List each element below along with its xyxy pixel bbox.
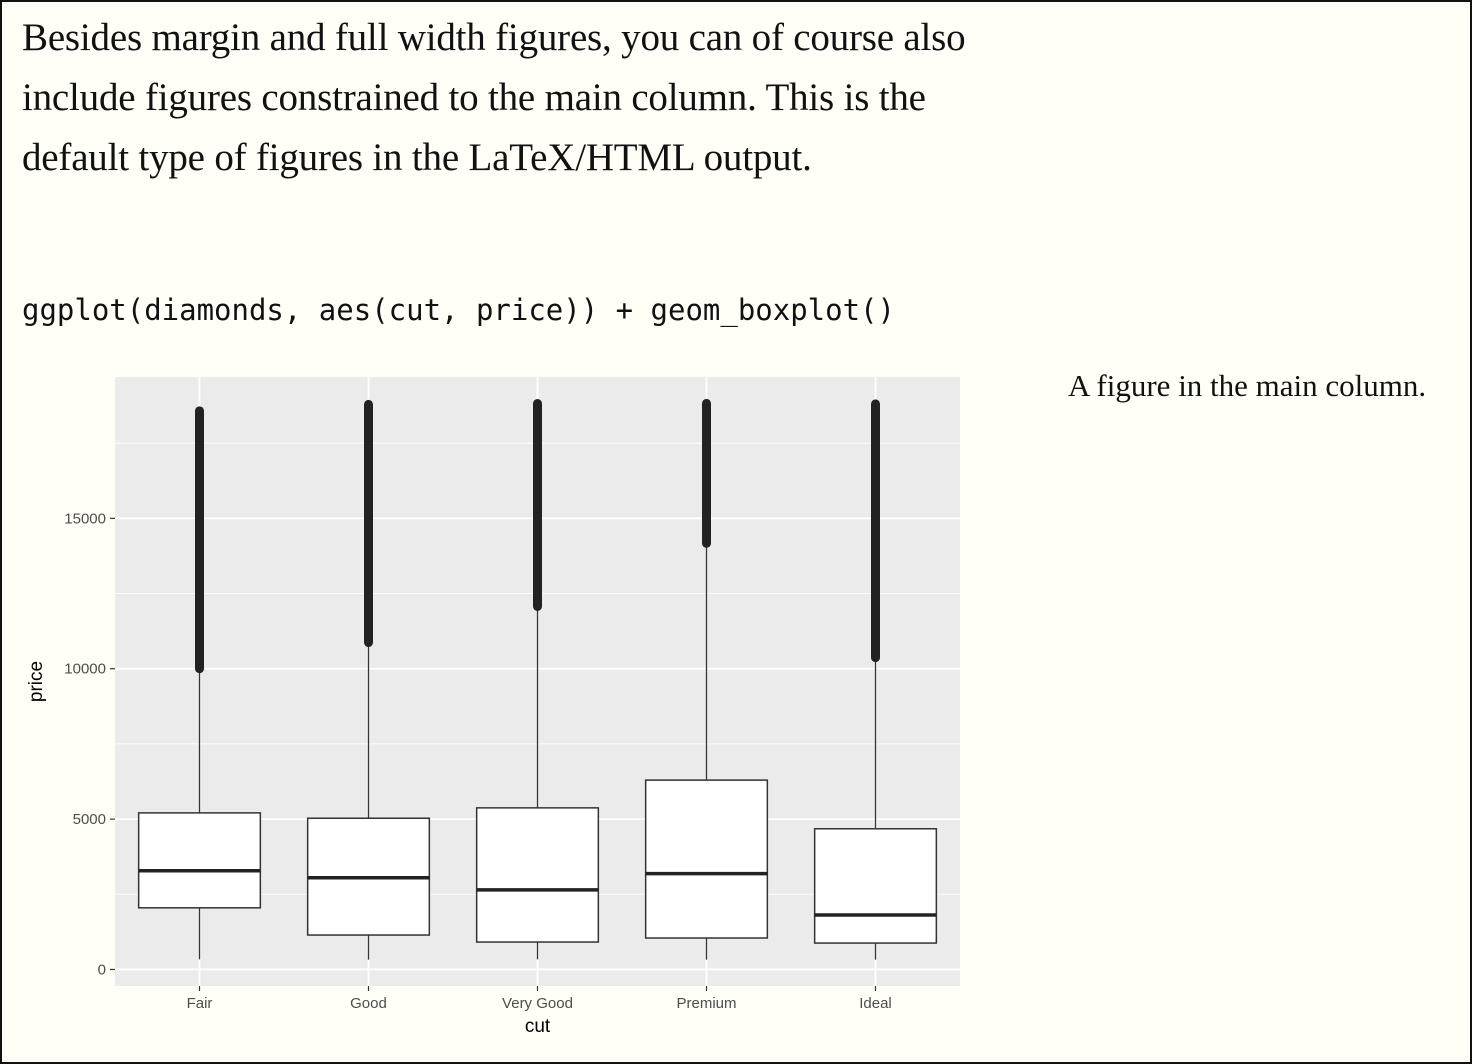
box-group — [137, 406, 262, 960]
boxes — [137, 398, 938, 960]
box-group — [813, 399, 938, 960]
y-tick-label: 10000 — [64, 661, 106, 678]
y-tick-label: 0 — [98, 961, 106, 978]
box — [475, 807, 600, 943]
x-axis: Fair Good Very Good Premium Ideal — [187, 986, 892, 1012]
box — [813, 828, 938, 944]
y-axis-title: price — [26, 661, 47, 702]
x-axis-title: cut — [525, 1016, 551, 1037]
code-block: ggplot(diamonds, aes(cut, price)) + geom… — [22, 293, 895, 327]
box-group — [644, 398, 769, 960]
body-paragraph: Besides margin and full width figures, y… — [22, 16, 966, 179]
y-axis: 0 5000 10000 15000 — [64, 510, 115, 978]
boxplot-figure: 0 5000 10000 15000 Fair Good Very Good Premium… — [2, 362, 982, 1052]
figure-caption: A figure in the main column. — [1068, 368, 1427, 403]
x-tick-label: Good — [350, 995, 387, 1012]
x-tick-label: Ideal — [859, 995, 892, 1012]
box — [137, 812, 262, 909]
y-tick-label: 5000 — [73, 811, 106, 828]
x-tick-label: Fair — [187, 995, 213, 1012]
x-tick-label: Very Good — [502, 995, 573, 1012]
box-group — [306, 399, 431, 960]
x-tick-label: Premium — [676, 995, 736, 1012]
y-tick-label: 15000 — [64, 510, 106, 527]
box — [644, 779, 769, 939]
box-group — [475, 399, 600, 960]
boxplot-chart: 0 5000 10000 15000 Fair Good Very Good Premium… — [26, 377, 960, 1037]
